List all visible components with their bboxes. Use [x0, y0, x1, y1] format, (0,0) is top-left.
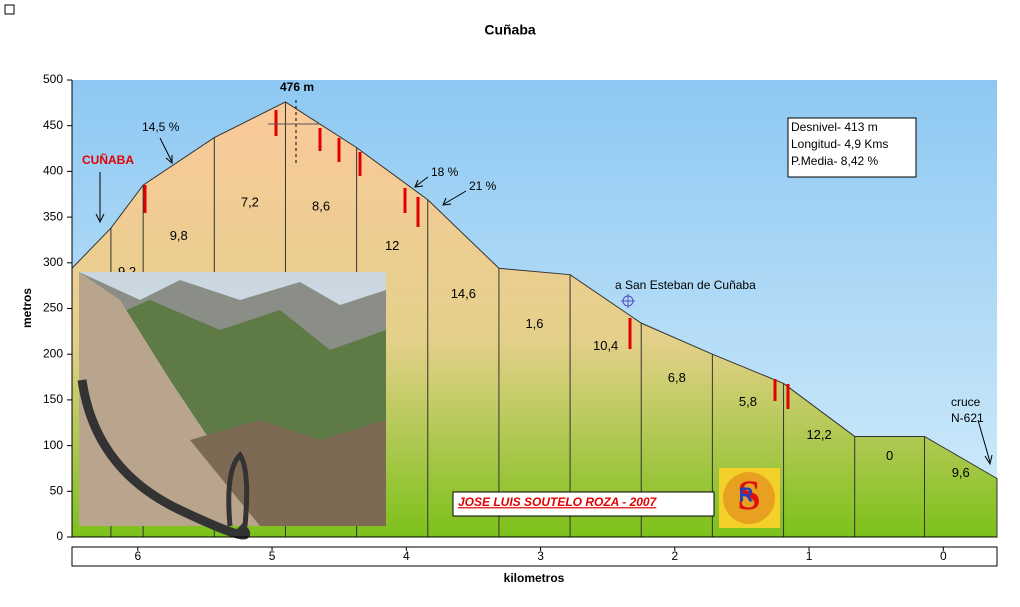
segment-label: 5,8	[739, 394, 757, 409]
segment-label: 10,4	[593, 338, 618, 353]
svg-text:S: S	[737, 474, 760, 520]
corner-box	[4, 4, 15, 15]
y-tick-label: 200	[43, 346, 63, 360]
grade-label: 18 %	[431, 165, 459, 179]
info-line: P.Media- 8,42 %	[791, 154, 878, 168]
place-label: a San Esteban de Cuñaba	[615, 278, 756, 292]
segment-label: 0	[886, 448, 893, 463]
segment-label: 12,2	[806, 427, 831, 442]
y-tick-label: 250	[43, 301, 63, 315]
y-axis-label: metros	[20, 288, 34, 328]
chart-title: Cuñaba	[484, 22, 536, 38]
segment-label: 9,6	[952, 465, 970, 480]
x-tick-label: 3	[537, 549, 544, 563]
info-line: Longitud- 4,9 Kms	[791, 137, 888, 151]
y-tick-label: 400	[43, 164, 63, 178]
y-tick-label: 0	[56, 529, 63, 543]
svg-text:R: R	[739, 484, 754, 506]
steep-marks	[143, 110, 790, 409]
y-tick-label: 150	[43, 392, 63, 406]
y-tick-label: 450	[43, 118, 63, 132]
cross-label: N-621	[951, 411, 984, 425]
peak-label: 476 m	[280, 80, 314, 94]
x-axis-label: kilometros	[504, 571, 565, 585]
grade-label: 14,5 %	[142, 120, 180, 134]
segment-label: 8,6	[312, 199, 330, 214]
author: JOSE LUIS SOUTELO ROZA - 2007	[458, 495, 658, 509]
photo	[77, 272, 386, 540]
segment-label: 1,6	[525, 316, 543, 331]
grade-label: 21 %	[469, 179, 497, 193]
segment-label: 14,6	[451, 286, 476, 301]
logo: S R	[719, 468, 780, 528]
x-tick-label: 2	[671, 549, 678, 563]
y-tick-label: 300	[43, 255, 63, 269]
arrows	[95, 137, 993, 466]
cross-label: cruce	[951, 395, 981, 409]
x-tick-label: 1	[806, 549, 813, 563]
y-tick-label: 500	[43, 72, 63, 86]
x-tick-label: 5	[269, 549, 276, 563]
segment-label: 7,2	[241, 195, 259, 210]
x-tick-label: 0	[940, 549, 947, 563]
village-label: CUÑABA	[82, 152, 134, 167]
segment-label: 12	[385, 238, 399, 253]
y-tick-label: 100	[43, 438, 63, 452]
y-tick-label: 350	[43, 209, 63, 223]
y-tick-label: 50	[50, 483, 64, 497]
info-box	[787, 117, 917, 178]
segment-label: 9,8	[170, 228, 188, 243]
segment-label: 6,8	[668, 370, 686, 385]
info-line: Desnivel- 413 m	[791, 120, 878, 134]
x-tick-label: 4	[403, 549, 410, 563]
author-box	[452, 491, 715, 517]
place-marker	[621, 294, 635, 308]
x-tick-label: 6	[134, 549, 141, 563]
x-axis-box	[71, 546, 998, 567]
